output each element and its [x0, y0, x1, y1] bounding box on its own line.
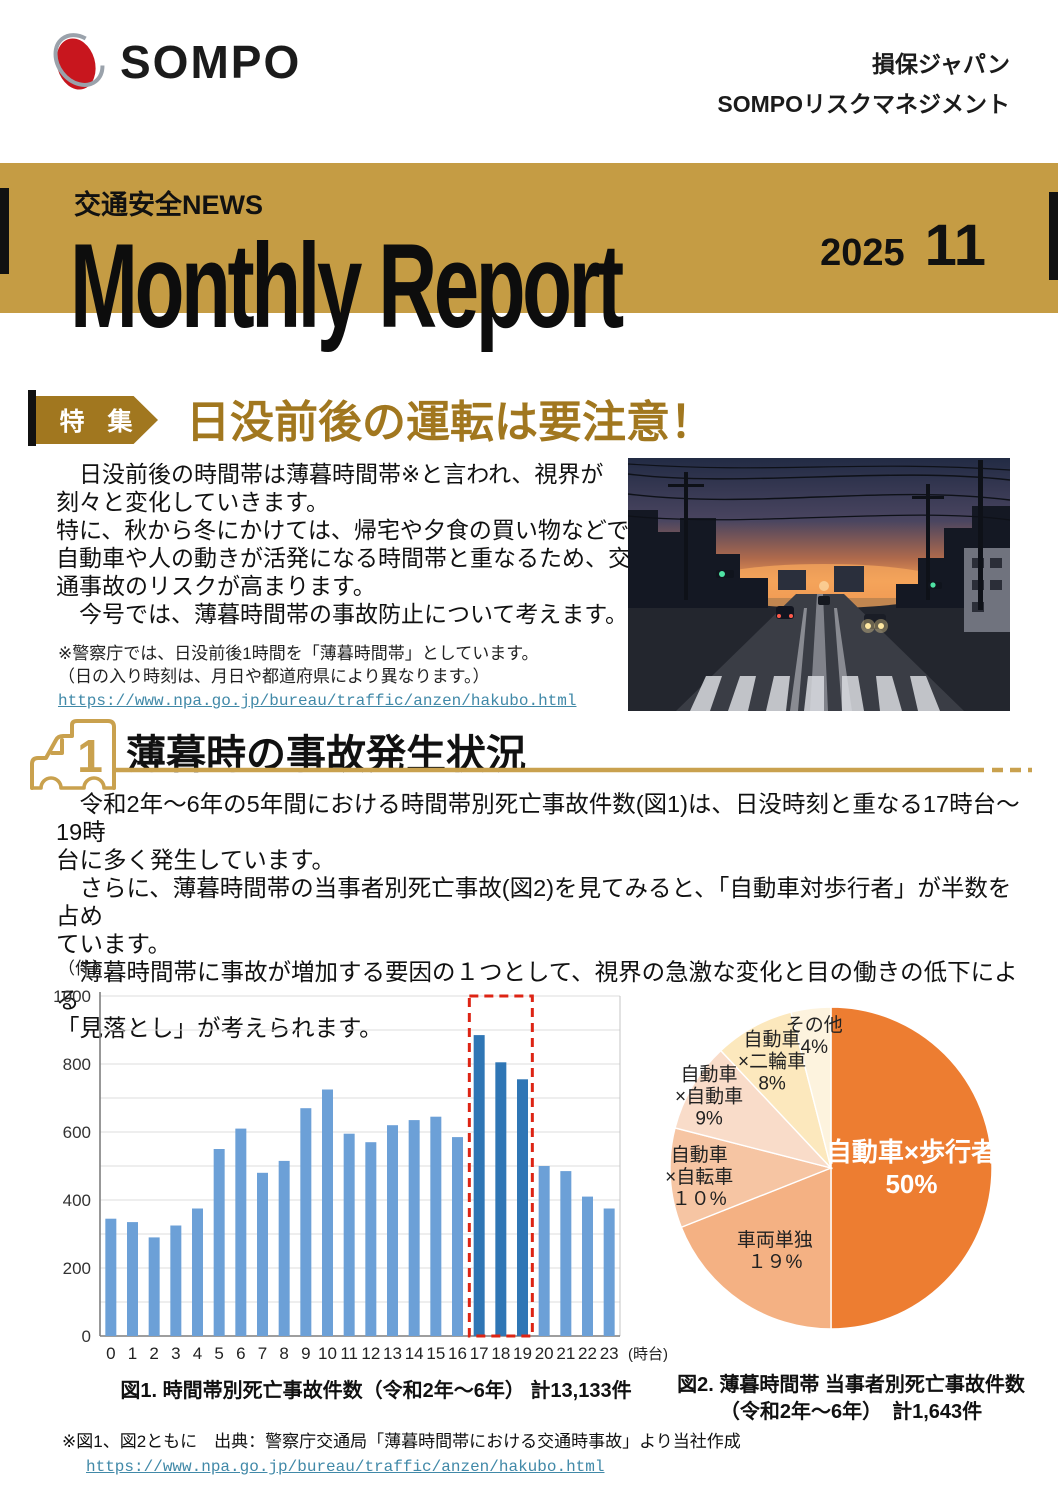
feature-badge-bar: [28, 390, 36, 446]
source-note: ※図1、図2ともに 出典：警察庁交通局「薄暮時間帯における交通時事故」より当社作…: [62, 1430, 741, 1479]
svg-text:0: 0: [106, 1344, 115, 1363]
svg-text:10: 10: [318, 1344, 337, 1363]
svg-text:9: 9: [301, 1344, 310, 1363]
report-title: Monthly Report: [70, 219, 624, 353]
svg-text:19: 19: [513, 1344, 532, 1363]
feature-badge: 特 集: [36, 396, 158, 444]
fig2-pie-chart: 自動車×歩行者 50% 車両単独１９% 自動車×自転車１０% 自動車×自動車 9% 自動車×…: [650, 996, 1012, 1346]
svg-text:6: 6: [236, 1344, 245, 1363]
svg-text:8: 8: [279, 1344, 288, 1363]
issue-month: 11: [924, 213, 986, 278]
fig1-caption: 図1. 時間帯別死亡事故件数（令和2年～6年） 計13,133件: [120, 1380, 632, 1402]
section1-body: 令和2年～6年の5年間における時間帯別死亡事故件数(図1)は、日没時刻と重なる1…: [56, 791, 1020, 1041]
svg-text:17: 17: [470, 1344, 489, 1363]
sompo-logo-mark-icon: [53, 33, 105, 90]
svg-text:600: 600: [63, 1123, 91, 1142]
fig2-caption: 図2. 薄暮時間帯 当事者別死亡事故件数 （令和2年～6年） 計1,643件: [677, 1374, 1025, 1423]
svg-text:22: 22: [578, 1344, 597, 1363]
sompo-logo-text: SOMPO: [120, 36, 302, 88]
feature-note-link[interactable]: https://www.npa.go.jp/bureau/traffic/anz…: [58, 692, 577, 710]
svg-text:20: 20: [535, 1344, 554, 1363]
feature-title: 日没前後の運転は要注意！: [186, 398, 714, 447]
svg-text:0: 0: [82, 1327, 91, 1346]
company-name-1: 損保ジャパン: [872, 51, 1010, 77]
svg-text:800: 800: [63, 1055, 91, 1074]
issue-date: 2025 11: [820, 212, 986, 279]
sunset-street-photo: [627, 458, 1011, 711]
banner-kicker: 交通安全NEWS: [74, 190, 263, 220]
svg-text:23: 23: [600, 1344, 619, 1363]
issue-year: 2025: [820, 232, 905, 274]
sompo-logo: SOMPO: [46, 26, 301, 98]
svg-text:4: 4: [193, 1344, 202, 1363]
svg-text:自動車×自転車１０%: 自動車×自転車１０%: [665, 1144, 733, 1210]
svg-text:2: 2: [149, 1344, 158, 1363]
banner-accent-left: [0, 188, 9, 274]
svg-text:21: 21: [556, 1344, 575, 1363]
truck-icon: 1: [30, 719, 116, 790]
party-type-pie-chart: 自動車×歩行者 50% 車両単独１９%自動車×自転車１０% 自動車×自動車 9%自動車×…: [665, 1006, 997, 1330]
svg-text:（件）: （件）: [58, 959, 109, 978]
svg-text:1: 1: [128, 1344, 137, 1363]
feature-note: ※警察庁では、日没前後1時間を「薄暮時間帯」としています。 （日の入り時刻は、月…: [58, 642, 576, 713]
svg-text:車両単独１９%: 車両単独１９%: [737, 1229, 813, 1273]
svg-text:18: 18: [491, 1344, 510, 1363]
svg-text:(時台): (時台): [628, 1346, 668, 1363]
fig1-bar-chart: 0 200 400 600 800 1000 （件） 0 1 2 3 4 5 6 7 8 9 10 11 12 13 14…: [44, 948, 692, 1373]
dusk-road-illustration: [627, 458, 1011, 711]
svg-text:11: 11: [340, 1344, 358, 1363]
svg-text:7: 7: [258, 1344, 267, 1363]
svg-text:13: 13: [383, 1344, 402, 1363]
source-link[interactable]: https://www.npa.go.jp/bureau/traffic/anz…: [86, 1458, 605, 1476]
svg-text:3: 3: [171, 1344, 180, 1363]
feature-body: 日没前後の時間帯は薄暮時間帯※と言われ、視界が 刻々と変化していきます。 特に、…: [56, 461, 631, 627]
banner-accent-right: [1049, 192, 1058, 280]
company-names: 損保ジャパン SOMPOリスクマネジメント: [717, 44, 1010, 124]
title-banner: [0, 163, 1058, 313]
feature-header: 特 集 日没前後の運転は要注意！: [28, 390, 714, 447]
svg-text:400: 400: [63, 1191, 91, 1210]
svg-text:200: 200: [63, 1259, 91, 1278]
svg-text:14: 14: [405, 1344, 424, 1363]
source-note-text: ※図1、図2ともに 出典：警察庁交通局「薄暮時間帯における交通時事故」より当社作…: [62, 1432, 741, 1451]
svg-text:1000: 1000: [53, 987, 91, 1006]
section1-number: 1: [77, 730, 103, 782]
svg-text:15: 15: [426, 1344, 445, 1363]
company-name-2: SOMPOリスクマネジメント: [717, 91, 1010, 117]
svg-text:12: 12: [361, 1344, 380, 1363]
svg-text:5: 5: [214, 1344, 223, 1363]
svg-text:16: 16: [448, 1344, 467, 1363]
feature-note-text: ※警察庁では、日没前後1時間を「薄暮時間帯」としています。 （日の入り時刻は、月…: [58, 644, 539, 686]
section1-rule: [112, 767, 1032, 773]
